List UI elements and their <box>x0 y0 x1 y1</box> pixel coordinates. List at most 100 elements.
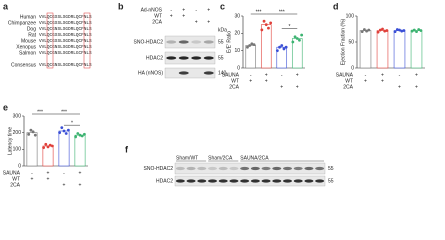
data-point <box>378 28 382 32</box>
panel-letter: b <box>118 1 124 11</box>
data-point <box>58 131 61 135</box>
significance-label: * <box>289 24 291 30</box>
sequence: VVLQCGSSLSGDRLQCFNLS <box>39 33 92 38</box>
species-name: Chimpanzee <box>8 20 36 26</box>
blot-band <box>261 179 271 183</box>
data-point <box>291 40 295 44</box>
data-point <box>62 129 66 133</box>
significance-label: *** <box>61 109 67 115</box>
condition-mark: + <box>265 72 268 78</box>
data-point <box>267 26 270 30</box>
condition-mark: + <box>381 78 384 84</box>
y-tick-label: 0 <box>237 65 240 71</box>
y-tick-label: 100 <box>13 147 22 153</box>
blot-band <box>178 71 189 75</box>
data-point <box>363 28 366 31</box>
significance-label: *** <box>256 9 262 15</box>
data-point <box>293 35 297 39</box>
data-point <box>33 133 37 137</box>
data-point <box>48 143 52 147</box>
kda-size: 55 <box>328 166 334 172</box>
data-point <box>367 28 371 32</box>
data-point <box>381 27 384 31</box>
kda-size: 55 <box>328 178 334 184</box>
data-point <box>262 19 266 23</box>
data-point <box>415 30 418 33</box>
data-point <box>29 128 33 132</box>
y-axis-label: Ejection Fraction (%) <box>340 18 346 65</box>
blot-band <box>197 166 207 171</box>
condition-mark: + <box>31 176 34 182</box>
bar <box>410 30 423 69</box>
y-axis-label: E/E' Ratio <box>226 31 232 53</box>
blot-band <box>208 166 217 171</box>
y-tick-label: 200 <box>13 130 22 136</box>
y-tick-label: 0 <box>351 65 354 71</box>
y-tick-label: 100 <box>346 13 355 19</box>
condition-label: WT <box>154 13 162 19</box>
blot-band <box>191 56 202 60</box>
blot-strip <box>164 51 216 65</box>
species-name: Mouse <box>21 38 36 44</box>
condition-label: 2CA <box>152 19 162 25</box>
y-axis-label: Latency time <box>7 127 13 156</box>
blot-band <box>218 166 228 171</box>
blot-strip <box>174 175 326 187</box>
blot-band <box>208 179 217 183</box>
blot-band <box>240 179 250 183</box>
data-point <box>269 21 273 25</box>
highlight-box <box>83 12 91 69</box>
blot-band <box>315 179 325 183</box>
condition-mark: - <box>170 7 172 13</box>
kda-unit: kDa <box>218 27 227 33</box>
blot-band <box>240 166 250 171</box>
condition-mark: + <box>381 72 384 78</box>
data-point <box>400 29 404 33</box>
y-tick-label: 50 <box>348 39 354 45</box>
condition-label: Ad-nNOS <box>141 7 163 13</box>
data-point <box>300 33 304 37</box>
group-label: Sham/2CA <box>208 155 233 161</box>
sequence: VVLQCGNSLSGDRLQCFNLS <box>39 45 92 50</box>
highlight-box <box>46 12 54 69</box>
bar <box>74 134 86 167</box>
data-point <box>42 146 45 150</box>
blot-band <box>272 179 282 183</box>
data-point <box>67 128 70 132</box>
data-point <box>278 45 281 49</box>
data-point <box>248 44 252 47</box>
condition-mark: + <box>398 84 401 90</box>
data-point <box>383 29 387 33</box>
condition-mark: + <box>47 170 50 176</box>
group-label: SAUNA/2CA <box>240 155 269 161</box>
species-name: Dog <box>27 26 36 32</box>
condition-mark: + <box>63 182 66 188</box>
condition-label: WT <box>231 78 239 84</box>
consensus-sequence: VVLQCGNSLSGDRLQCFNLS <box>39 63 92 68</box>
data-point <box>275 49 279 53</box>
data-point <box>282 47 286 51</box>
bar <box>42 145 54 167</box>
sequence: VVLQCGNSLSGDRLQCFNLS <box>39 27 92 32</box>
condition-mark: + <box>207 19 210 25</box>
panel-letter: f <box>125 144 129 154</box>
blot-band <box>304 166 314 171</box>
condition-label: SAUNA <box>222 72 240 78</box>
condition-label: 2CA <box>343 84 353 90</box>
condition-mark: + <box>415 72 418 78</box>
condition-label: SAUNA <box>3 170 21 176</box>
consensus-label: Consensus <box>11 62 37 68</box>
data-point <box>83 132 86 136</box>
data-point <box>360 30 364 33</box>
y-tick-label: 300 <box>13 113 22 119</box>
data-point <box>365 29 368 33</box>
significance-label: * <box>71 120 73 126</box>
blot-strip <box>164 35 216 49</box>
condition-mark: + <box>249 78 252 84</box>
condition-mark: - <box>365 72 367 78</box>
condition-label: 2CA <box>10 182 20 188</box>
data-point <box>80 134 84 138</box>
data-point <box>74 135 77 139</box>
panel-letter: a <box>3 1 9 11</box>
data-point <box>298 38 301 42</box>
